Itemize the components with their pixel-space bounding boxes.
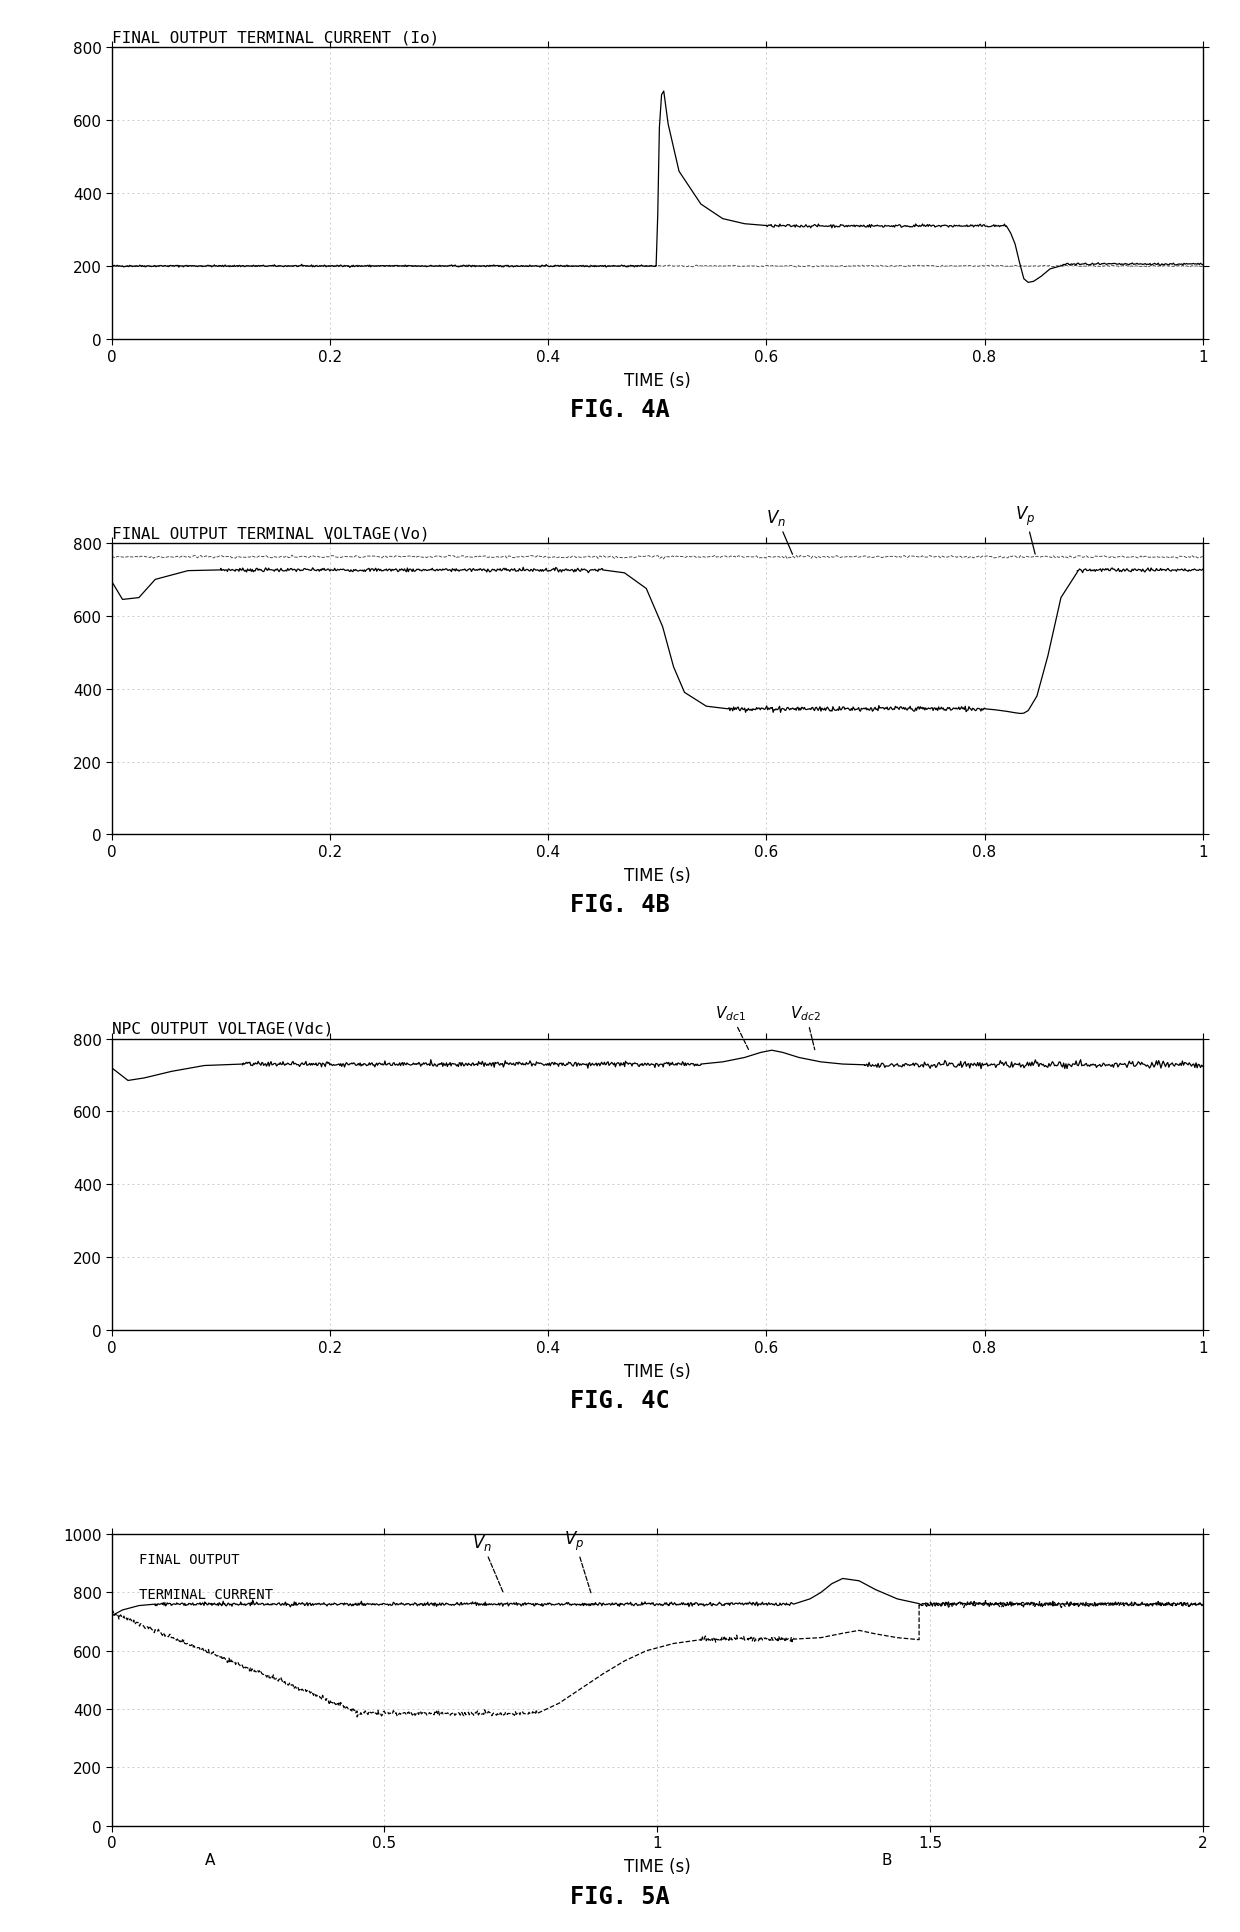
- Text: A: A: [205, 1853, 215, 1866]
- X-axis label: TIME (s): TIME (s): [624, 1362, 691, 1379]
- X-axis label: TIME (s): TIME (s): [624, 867, 691, 885]
- Text: FIG. 5A: FIG. 5A: [570, 1884, 670, 1907]
- Text: FIG. 4C: FIG. 4C: [570, 1389, 670, 1412]
- Text: NPC OUTPUT VOLTAGE(Vdc): NPC OUTPUT VOLTAGE(Vdc): [112, 1022, 334, 1036]
- Text: FINAL OUTPUT TERMINAL CURRENT (Io): FINAL OUTPUT TERMINAL CURRENT (Io): [112, 31, 439, 46]
- Text: FINAL OUTPUT TERMINAL VOLTAGE(Vo): FINAL OUTPUT TERMINAL VOLTAGE(Vo): [112, 526, 429, 541]
- Text: $V_{dc2}$: $V_{dc2}$: [790, 1005, 821, 1051]
- Text: FIG. 4B: FIG. 4B: [570, 893, 670, 918]
- Text: TERMINAL CURRENT: TERMINAL CURRENT: [139, 1586, 273, 1602]
- X-axis label: TIME (s): TIME (s): [624, 371, 691, 390]
- Text: $V_{dc1}$: $V_{dc1}$: [715, 1005, 749, 1051]
- Text: B: B: [882, 1853, 892, 1866]
- Text: FINAL OUTPUT: FINAL OUTPUT: [139, 1551, 239, 1565]
- Text: $V_n$: $V_n$: [766, 508, 792, 554]
- Text: $V_p$: $V_p$: [564, 1528, 591, 1592]
- Text: $V_p$: $V_p$: [1016, 504, 1035, 554]
- X-axis label: TIME (s): TIME (s): [624, 1857, 691, 1876]
- Text: FIG. 4A: FIG. 4A: [570, 398, 670, 421]
- Text: $V_n$: $V_n$: [471, 1532, 503, 1594]
